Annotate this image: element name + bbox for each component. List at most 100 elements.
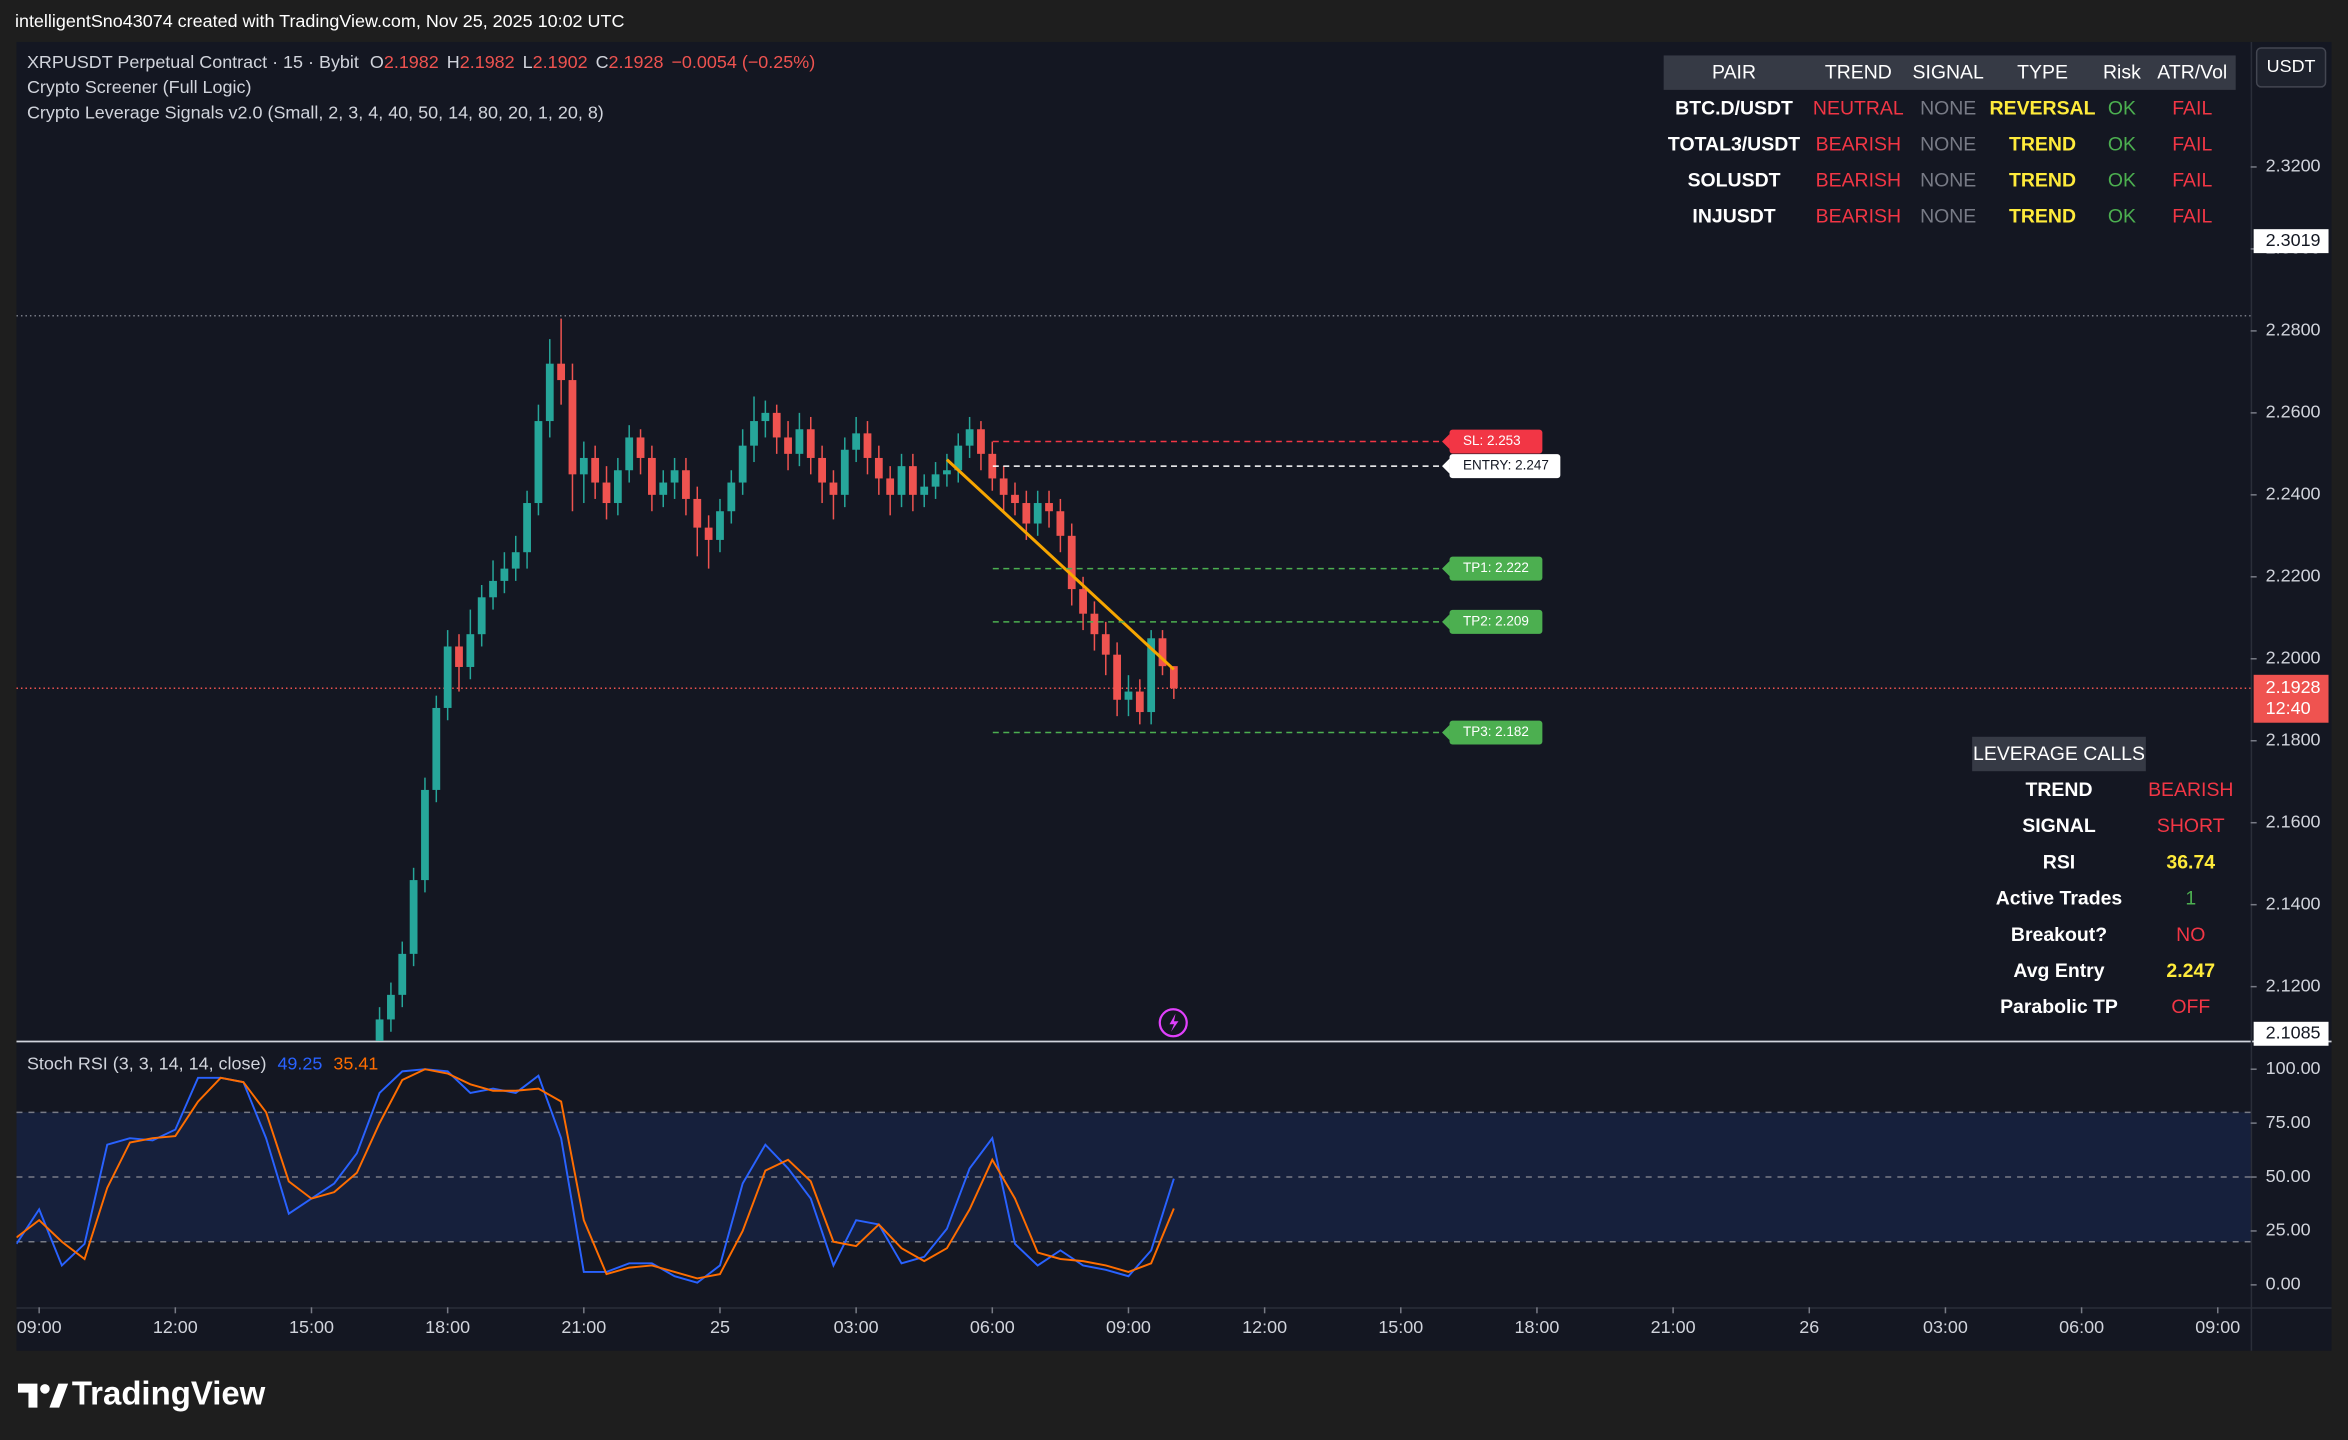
table-cell: TREND — [2009, 169, 2076, 191]
x-tick-label: 26 — [1799, 1317, 1819, 1337]
candle-body — [1045, 503, 1053, 512]
ohlc-label: C — [596, 52, 609, 72]
stoch-line — [16, 1068, 1175, 1284]
candle-body — [1067, 535, 1076, 590]
table-header-bg — [1663, 55, 2236, 90]
candle-body — [1056, 511, 1065, 536]
candle-body — [466, 634, 475, 667]
y-tick-label: 2.2400 — [2266, 484, 2321, 504]
y-tick-label: 75.00 — [2266, 1112, 2311, 1132]
countdown: 12:40 — [2266, 698, 2311, 718]
candle-body — [625, 437, 634, 471]
candle-body — [761, 412, 770, 422]
level-label-arrow — [1442, 458, 1450, 474]
leverage-calls-table: LEVERAGE CALLS TREND BEARISH SIGNAL SHORT RS… — [1972, 736, 2233, 1018]
candle-body — [568, 380, 577, 475]
x-tick-label: 09:00 — [17, 1317, 62, 1337]
level-label-bg — [1449, 720, 1543, 745]
table-cell: BTC.D/USDT — [1675, 97, 1793, 119]
level-label: ENTRY: 2.247 — [1463, 458, 1549, 473]
table-header: Risk — [2103, 62, 2141, 84]
ohlc-value: 2.1982 — [384, 52, 439, 72]
y-tick-label: 2.2200 — [2266, 566, 2321, 586]
x-tick-label: 12:00 — [1242, 1317, 1287, 1337]
y-tick-label: 2.2000 — [2266, 648, 2321, 668]
level-label: TP1: 2.222 — [1463, 560, 1529, 575]
candle-body — [443, 646, 452, 708]
candle-body — [931, 474, 940, 487]
indicator-name: Crypto Leverage Signals v2.0 (Small, 2, … — [27, 103, 604, 123]
candle-body — [943, 470, 951, 475]
level-label-bg — [1449, 454, 1561, 479]
candle-body — [840, 449, 849, 495]
candle-body — [772, 412, 781, 438]
candle-body — [874, 457, 883, 479]
currency-button[interactable] — [2255, 47, 2327, 88]
table-cell: FAIL — [2172, 205, 2212, 227]
candle-body — [1158, 638, 1167, 667]
call-value: 36.74 — [2166, 851, 2215, 873]
y-tick-label: 2.3200 — [2266, 156, 2321, 176]
candle-body — [863, 433, 872, 458]
candle-body — [682, 470, 690, 499]
candle-body — [1022, 503, 1031, 524]
x-tick-label: 15:00 — [1378, 1317, 1423, 1337]
currency-button-label[interactable]: USDT — [2267, 56, 2316, 76]
ohlc-value: 2.1982 — [460, 52, 515, 72]
candle-body — [852, 433, 861, 450]
table-cell: NONE — [1920, 97, 1976, 119]
candle-body — [716, 511, 724, 540]
trendline — [945, 458, 1175, 671]
level-label-bg — [1449, 556, 1543, 581]
stoch-k-value: 49.25 — [277, 1053, 322, 1073]
x-tick-label: 21:00 — [1651, 1317, 1696, 1337]
level-label-arrow — [1442, 725, 1450, 741]
symbol: XRPUSDT Perpetual Contract · 15 · Bybit — [27, 52, 359, 72]
table-cell: BEARISH — [1816, 169, 1901, 191]
table-cell: BEARISH — [1816, 205, 1901, 227]
x-tick-label: 18:00 — [425, 1317, 470, 1337]
call-label: Active Trades — [1996, 888, 2123, 910]
candle-body — [591, 457, 600, 483]
candle-body — [1011, 494, 1019, 504]
y-tick-label: 2.2600 — [2266, 402, 2321, 422]
call-label: Breakout? — [2011, 924, 2107, 946]
level-label-arrow — [1442, 614, 1450, 630]
logo-slash — [49, 1383, 69, 1408]
table-header: SIGNAL — [1913, 62, 1985, 84]
candle-body — [670, 470, 679, 483]
indicator-name: Crypto Screener (Full Logic) — [27, 77, 251, 97]
event-icon[interactable] — [1158, 1008, 1188, 1038]
call-value: 1 — [2185, 888, 2196, 910]
candle-body — [455, 646, 463, 667]
candle-body — [977, 429, 985, 454]
candle-body — [988, 453, 997, 479]
y-tick-label: 2.1400 — [2266, 893, 2321, 913]
axes: 2.1200 2.1400 2.1600 2.1800 2.2000 2.2200 2.24… — [17, 156, 2329, 1337]
candle-body — [523, 503, 531, 553]
call-label: TREND — [2025, 779, 2092, 801]
level-label-arrow — [1442, 561, 1450, 577]
x-tick-label: 15:00 — [289, 1317, 334, 1337]
level-label: TP3: 2.182 — [1463, 724, 1529, 739]
table-cell: OK — [2108, 133, 2136, 155]
table-cell: REVERSAL — [1990, 97, 2096, 119]
call-label: Avg Entry — [2013, 960, 2104, 982]
table-cell: NONE — [1920, 169, 1976, 191]
candle-body — [1169, 666, 1178, 689]
level-label: TP2: 2.209 — [1463, 613, 1529, 628]
candle-body — [693, 498, 702, 528]
x-tick-label: 03:00 — [834, 1317, 879, 1337]
candle-body — [557, 363, 566, 381]
candle-body — [829, 482, 838, 495]
y-tick-label: 100.00 — [2266, 1058, 2321, 1078]
table-title: LEVERAGE CALLS — [1973, 743, 2145, 765]
candle-body — [432, 707, 441, 790]
symbol-legend: XRPUSDT Perpetual Contract · 15 · Bybit … — [27, 52, 815, 72]
table-cell: NONE — [1920, 205, 1976, 227]
stoch-d-value: 35.41 — [333, 1053, 378, 1073]
candle-body — [534, 421, 543, 504]
x-tick-label: 03:00 — [1923, 1317, 1968, 1337]
x-tick-label: 06:00 — [970, 1317, 1015, 1337]
